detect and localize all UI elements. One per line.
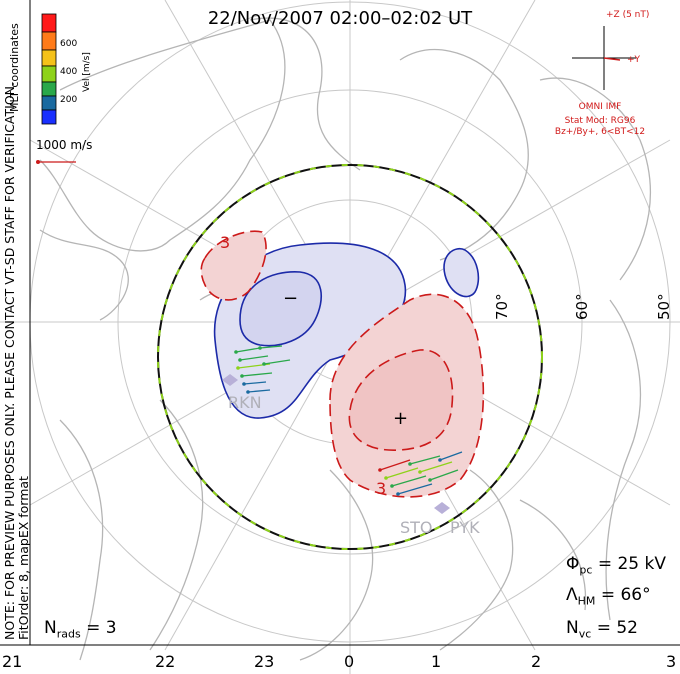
lat-label-50: 50° [655,293,673,320]
mlt-tick: 23 [254,652,275,671]
lat-label-60: 60° [573,293,591,320]
mlt-tick: 22 [155,652,176,671]
mlt-tick: 1 [431,652,442,671]
velocity-vectors-west [234,345,291,394]
mlt-tick: 0 [344,652,355,671]
preview-note: NOTE: FOR PREVIEW PURPOSES ONLY. PLEASE … [2,82,17,640]
contour-label: 3 [220,233,230,252]
mlt-tick: 21 [2,652,23,671]
scale-vector-label: 1000 m/s [36,138,93,152]
stat-nrads: Nrads = 3 [44,618,117,641]
map-title: 22/Nov/2007 02:00–02:02 UT [207,8,473,29]
colorbar-tick: 600 [60,39,77,49]
radar-sites [222,374,450,514]
imf-source: OMNI IMF [578,102,622,112]
station-label-pyk: PYK [450,518,480,537]
imf-y-label: +Y [627,55,641,65]
imf-conditions: Bz+/By+, 6<BT<12 [554,127,646,137]
contour-label: 3 [376,479,386,498]
velocity-colorbar [41,13,57,125]
colorbar-ticks: 600 400 200 [60,39,77,105]
hm-boundary [157,164,543,550]
imf-z-label: +Z (5 nT) [606,10,650,20]
velocity-vectors-east [378,451,463,496]
imf-dial [572,26,636,90]
colorbar-label: Vel [m/s] [82,52,92,92]
stat-phi-pc: Φpc = 25 kV [566,554,666,577]
mlt-tick: 2 [531,652,542,671]
station-label-sto: STO [400,518,433,537]
imf-stat-mod: Stat Mod: RG96 [564,116,636,126]
colorbar-tick: 400 [60,67,77,77]
scale-vector [36,160,76,164]
stat-lambda-hm: ΛHM = 66° [566,585,651,608]
fit-note: FitOrder: 8, mapEX format [16,476,31,640]
station-label-rkn: RKN [228,393,262,412]
mlt-tick: 3 [666,652,677,671]
stat-nvc: Nvc = 52 [566,618,638,641]
positive-cell-marker: + [393,408,408,429]
colorbar-tick: 200 [60,95,77,105]
negative-cell-marker: − [283,288,298,309]
lat-label-70: 70° [493,293,511,320]
positive-cell [200,230,485,498]
